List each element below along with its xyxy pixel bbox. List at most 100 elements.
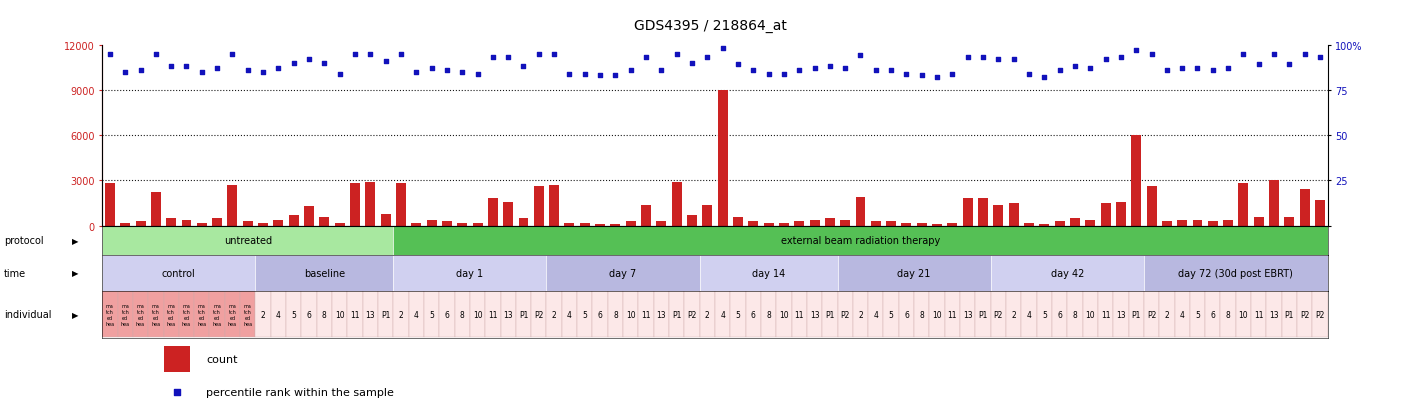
Text: 11: 11 [947, 310, 957, 319]
Text: 2: 2 [399, 310, 403, 319]
Point [251, 69, 274, 76]
Point [619, 67, 642, 74]
Point [497, 55, 520, 62]
Text: 6: 6 [1058, 310, 1062, 319]
Bar [503, 202, 513, 226]
Text: 11: 11 [1254, 310, 1264, 319]
Bar [1235, 292, 1251, 338]
Point [312, 60, 335, 67]
Point [1217, 66, 1240, 72]
Text: 4: 4 [720, 310, 726, 319]
Bar [608, 292, 623, 338]
Bar [335, 223, 345, 226]
Bar [716, 292, 730, 338]
Point [452, 69, 474, 76]
Bar [1238, 184, 1248, 226]
Bar [994, 205, 1004, 226]
Bar [960, 292, 976, 338]
Text: 8: 8 [1072, 310, 1078, 319]
Text: GDS4395 / 218864_at: GDS4395 / 218864_at [633, 19, 787, 33]
Text: P2: P2 [534, 310, 544, 319]
Bar [412, 223, 422, 226]
Bar [243, 222, 253, 226]
Bar [301, 292, 317, 338]
Bar [1021, 292, 1037, 338]
Point [359, 51, 382, 58]
Text: baseline: baseline [304, 268, 345, 278]
Text: 8: 8 [1225, 310, 1231, 319]
Bar [577, 292, 592, 338]
Text: 8: 8 [613, 310, 618, 319]
Text: 5: 5 [582, 310, 588, 319]
Bar [409, 292, 425, 338]
Point [527, 51, 550, 58]
Text: 2: 2 [704, 310, 710, 319]
Bar [684, 292, 700, 338]
Text: 5: 5 [1196, 310, 1200, 319]
Text: 2: 2 [858, 310, 863, 319]
Bar [547, 255, 700, 291]
Point [145, 51, 168, 58]
Bar [1162, 222, 1172, 226]
Bar [963, 199, 973, 226]
Bar [227, 185, 237, 226]
Text: 10: 10 [1238, 310, 1248, 319]
Bar [932, 225, 941, 226]
Point [1262, 51, 1285, 58]
Point [941, 71, 964, 78]
Bar [515, 292, 531, 338]
Text: ma
tch
ed
hea: ma tch ed hea [243, 304, 253, 326]
Bar [320, 217, 329, 226]
Point [175, 64, 197, 70]
Bar [473, 223, 483, 226]
Bar [639, 292, 653, 338]
Bar [976, 292, 991, 338]
Point [956, 55, 978, 62]
Text: 5: 5 [889, 310, 893, 319]
Point [344, 51, 366, 58]
Text: 13: 13 [1269, 310, 1279, 319]
Text: 6: 6 [751, 310, 755, 319]
Bar [151, 193, 160, 226]
Point [1186, 66, 1208, 72]
Point [1309, 55, 1332, 62]
Bar [288, 216, 298, 226]
Bar [687, 216, 697, 226]
Bar [1082, 292, 1098, 338]
Bar [393, 255, 547, 291]
Point [1294, 51, 1316, 58]
Bar [1208, 222, 1218, 226]
Bar [1206, 292, 1220, 338]
Bar [1285, 217, 1295, 226]
Bar [457, 223, 467, 226]
Text: 11: 11 [351, 310, 359, 319]
Point [635, 55, 657, 62]
Bar [656, 222, 666, 226]
Text: 10: 10 [780, 310, 788, 319]
Point [436, 67, 459, 74]
Bar [1251, 292, 1267, 338]
Bar [348, 292, 362, 338]
Point [727, 62, 750, 69]
Bar [362, 292, 378, 338]
Text: 4: 4 [1180, 310, 1184, 319]
Bar [669, 292, 684, 338]
Bar [197, 223, 207, 226]
Text: P1: P1 [518, 310, 528, 319]
Bar [748, 222, 758, 226]
Bar [1055, 222, 1065, 226]
Text: external beam radiation therapy: external beam radiation therapy [781, 235, 940, 246]
Point [405, 69, 427, 76]
Text: 11: 11 [488, 310, 497, 319]
Point [880, 67, 903, 74]
Bar [794, 222, 804, 226]
Bar [1223, 220, 1233, 226]
Bar [1008, 204, 1018, 226]
Bar [1145, 255, 1328, 291]
Text: 8: 8 [460, 310, 464, 319]
Text: day 1: day 1 [456, 268, 483, 278]
Bar [488, 199, 498, 226]
Point [283, 60, 305, 67]
Bar [518, 218, 528, 226]
Text: P2: P2 [687, 310, 697, 319]
